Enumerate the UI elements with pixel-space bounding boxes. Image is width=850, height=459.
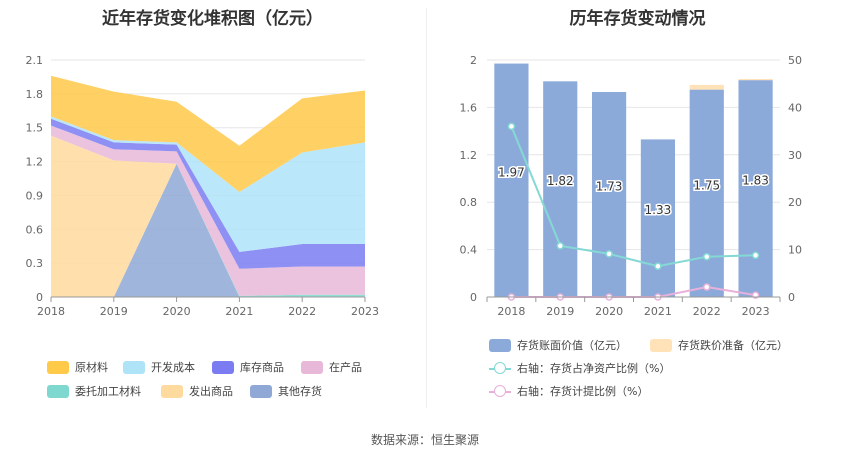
y-tick-label: 0.6 (26, 223, 44, 236)
line-point (654, 262, 662, 270)
bar-存货跌价准备（亿元） (738, 78, 773, 81)
legend-swatch (301, 360, 323, 374)
line-marker-icon (489, 384, 511, 398)
legend-label: 存货跌价准备（亿元） (678, 339, 788, 352)
bar-存货跌价准备（亿元） (689, 84, 724, 90)
legend-label: 右轴：存货占净资产比例（%） (517, 362, 671, 375)
line-point (751, 251, 760, 260)
x-tick-label: 2018 (497, 305, 525, 318)
y-tick-label: 1.6 (460, 101, 478, 114)
legend-label: 存货账面价值（亿元） (517, 339, 627, 352)
legend-swatch (47, 384, 69, 398)
right-chart-title: 历年存货变动情况 (569, 9, 706, 29)
y-tick-label: 1.2 (460, 149, 478, 162)
y-tick-label: 0.8 (460, 196, 478, 209)
y2-tick-label: 40 (788, 101, 802, 114)
legend-swatch (212, 360, 234, 374)
y2-tick-label: 50 (788, 54, 802, 67)
bar-存货账面价值（亿元） (591, 91, 627, 298)
legend-item-consigned-materials[interactable]: 委托加工材料 (47, 383, 141, 399)
data-source: 数据来源：恒生聚源 (370, 433, 479, 447)
legend-item-raw-materials[interactable]: 原材料 (47, 359, 108, 375)
legend-label: 在产品 (329, 361, 362, 374)
legend-label: 其他存货 (278, 385, 322, 398)
y2-tick-label: 20 (788, 196, 802, 209)
line-point (703, 283, 711, 291)
y-tick-label: 0 (36, 291, 43, 304)
legend-item-finished-goods[interactable]: 库存商品 (212, 359, 284, 375)
y2-tick-label: 0 (788, 291, 795, 304)
legend-item-work-in-progress[interactable]: 在产品 (301, 359, 362, 375)
x-tick-label: 2023 (742, 305, 770, 318)
legend-item-impairment-provision[interactable]: 存货跌价准备（亿元） (650, 337, 788, 353)
y-tick-label: 2 (470, 54, 477, 67)
x-tick-label: 2022 (693, 305, 721, 318)
x-tick-label: 2020 (595, 305, 623, 318)
x-tick-label: 2022 (288, 305, 316, 318)
y-tick-label: 1.5 (26, 122, 44, 135)
legend-item-inventory-to-net-assets[interactable]: 右轴：存货占净资产比例（%） (489, 360, 670, 376)
bar-存货账面价值（亿元） (738, 80, 773, 298)
legend-label: 原材料 (75, 361, 108, 374)
legend-label: 发出商品 (189, 385, 233, 398)
chart-divider (426, 8, 427, 408)
legend-item-provision-ratio[interactable]: 右轴：存货计提比例（%） (489, 383, 648, 399)
y-tick-label: 1.2 (26, 156, 44, 169)
bar-存货账面价值（亿元） (689, 89, 724, 297)
legend-swatch (123, 360, 145, 374)
legend-swatch (650, 338, 672, 352)
y-tick-label: 1.8 (26, 88, 44, 101)
bar-value-label: 1.75 (693, 178, 720, 192)
bar-存货账面价值（亿元） (640, 139, 676, 297)
line-point (605, 250, 613, 258)
y-tick-label: 0.4 (460, 244, 478, 257)
y-tick-label: 0.3 (26, 257, 44, 270)
bar-存货账面价值（亿元） (543, 81, 578, 297)
bar-value-label: 1.83 (742, 174, 769, 188)
x-tick-label: 2018 (37, 305, 65, 318)
x-tick-label: 2021 (644, 305, 672, 318)
legend-item-development-cost[interactable]: 开发成本 (123, 359, 195, 375)
line-右轴：存货占净资产比例（%） (510, 126, 756, 268)
line-marker-icon (489, 361, 511, 375)
area-开发成本 (51, 116, 365, 252)
legend-swatch (489, 338, 511, 352)
y2-tick-label: 30 (788, 149, 802, 162)
x-tick-label: 2021 (225, 305, 253, 318)
legend-label: 委托加工材料 (75, 385, 141, 398)
stacked-area-chart: 0 0.3 0.6 0.9 1.2 1.5 1.8 2.1 2018 2019 2020 2021 20… (26, 54, 380, 318)
bar-value-label: 1.73 (596, 179, 623, 193)
line-point (507, 122, 516, 131)
legend-label: 右轴：存货计提比例（%） (517, 385, 649, 398)
bar-value-label: 1.97 (498, 165, 525, 179)
y-tick-label: 0 (470, 291, 477, 304)
x-tick-label: 2019 (546, 305, 574, 318)
left-chart-title: 近年存货变化堆积图（亿元） (102, 9, 323, 29)
legend-item-other-inventory[interactable]: 其他存货 (250, 383, 322, 399)
area-发出商品 (51, 135, 365, 297)
legend-label: 库存商品 (240, 361, 284, 374)
legend-item-goods-shipped[interactable]: 发出商品 (161, 383, 233, 399)
legend-item-book-value[interactable]: 存货账面价值（亿元） (489, 337, 627, 353)
bar-value-label: 1.82 (547, 174, 574, 188)
y-tick-label: 0.9 (26, 189, 44, 202)
y-tick-label: 2.1 (26, 54, 44, 67)
legend-swatch (161, 384, 183, 398)
x-tick-label: 2020 (163, 305, 191, 318)
legend-swatch (47, 360, 69, 374)
bar-存货账面价值（亿元） (494, 63, 529, 298)
bar-value-label: 1.33 (645, 203, 672, 217)
legend-swatch (250, 384, 272, 398)
x-tick-label: 2019 (100, 305, 128, 318)
line-point (703, 252, 711, 261)
area-原材料 (51, 75, 365, 192)
y2-tick-label: 10 (788, 244, 802, 257)
legend-label: 开发成本 (151, 361, 195, 374)
x-tick-label: 2023 (351, 305, 379, 318)
area-库存商品 (51, 118, 365, 269)
area-在产品 (51, 125, 365, 296)
line-point (556, 242, 564, 250)
